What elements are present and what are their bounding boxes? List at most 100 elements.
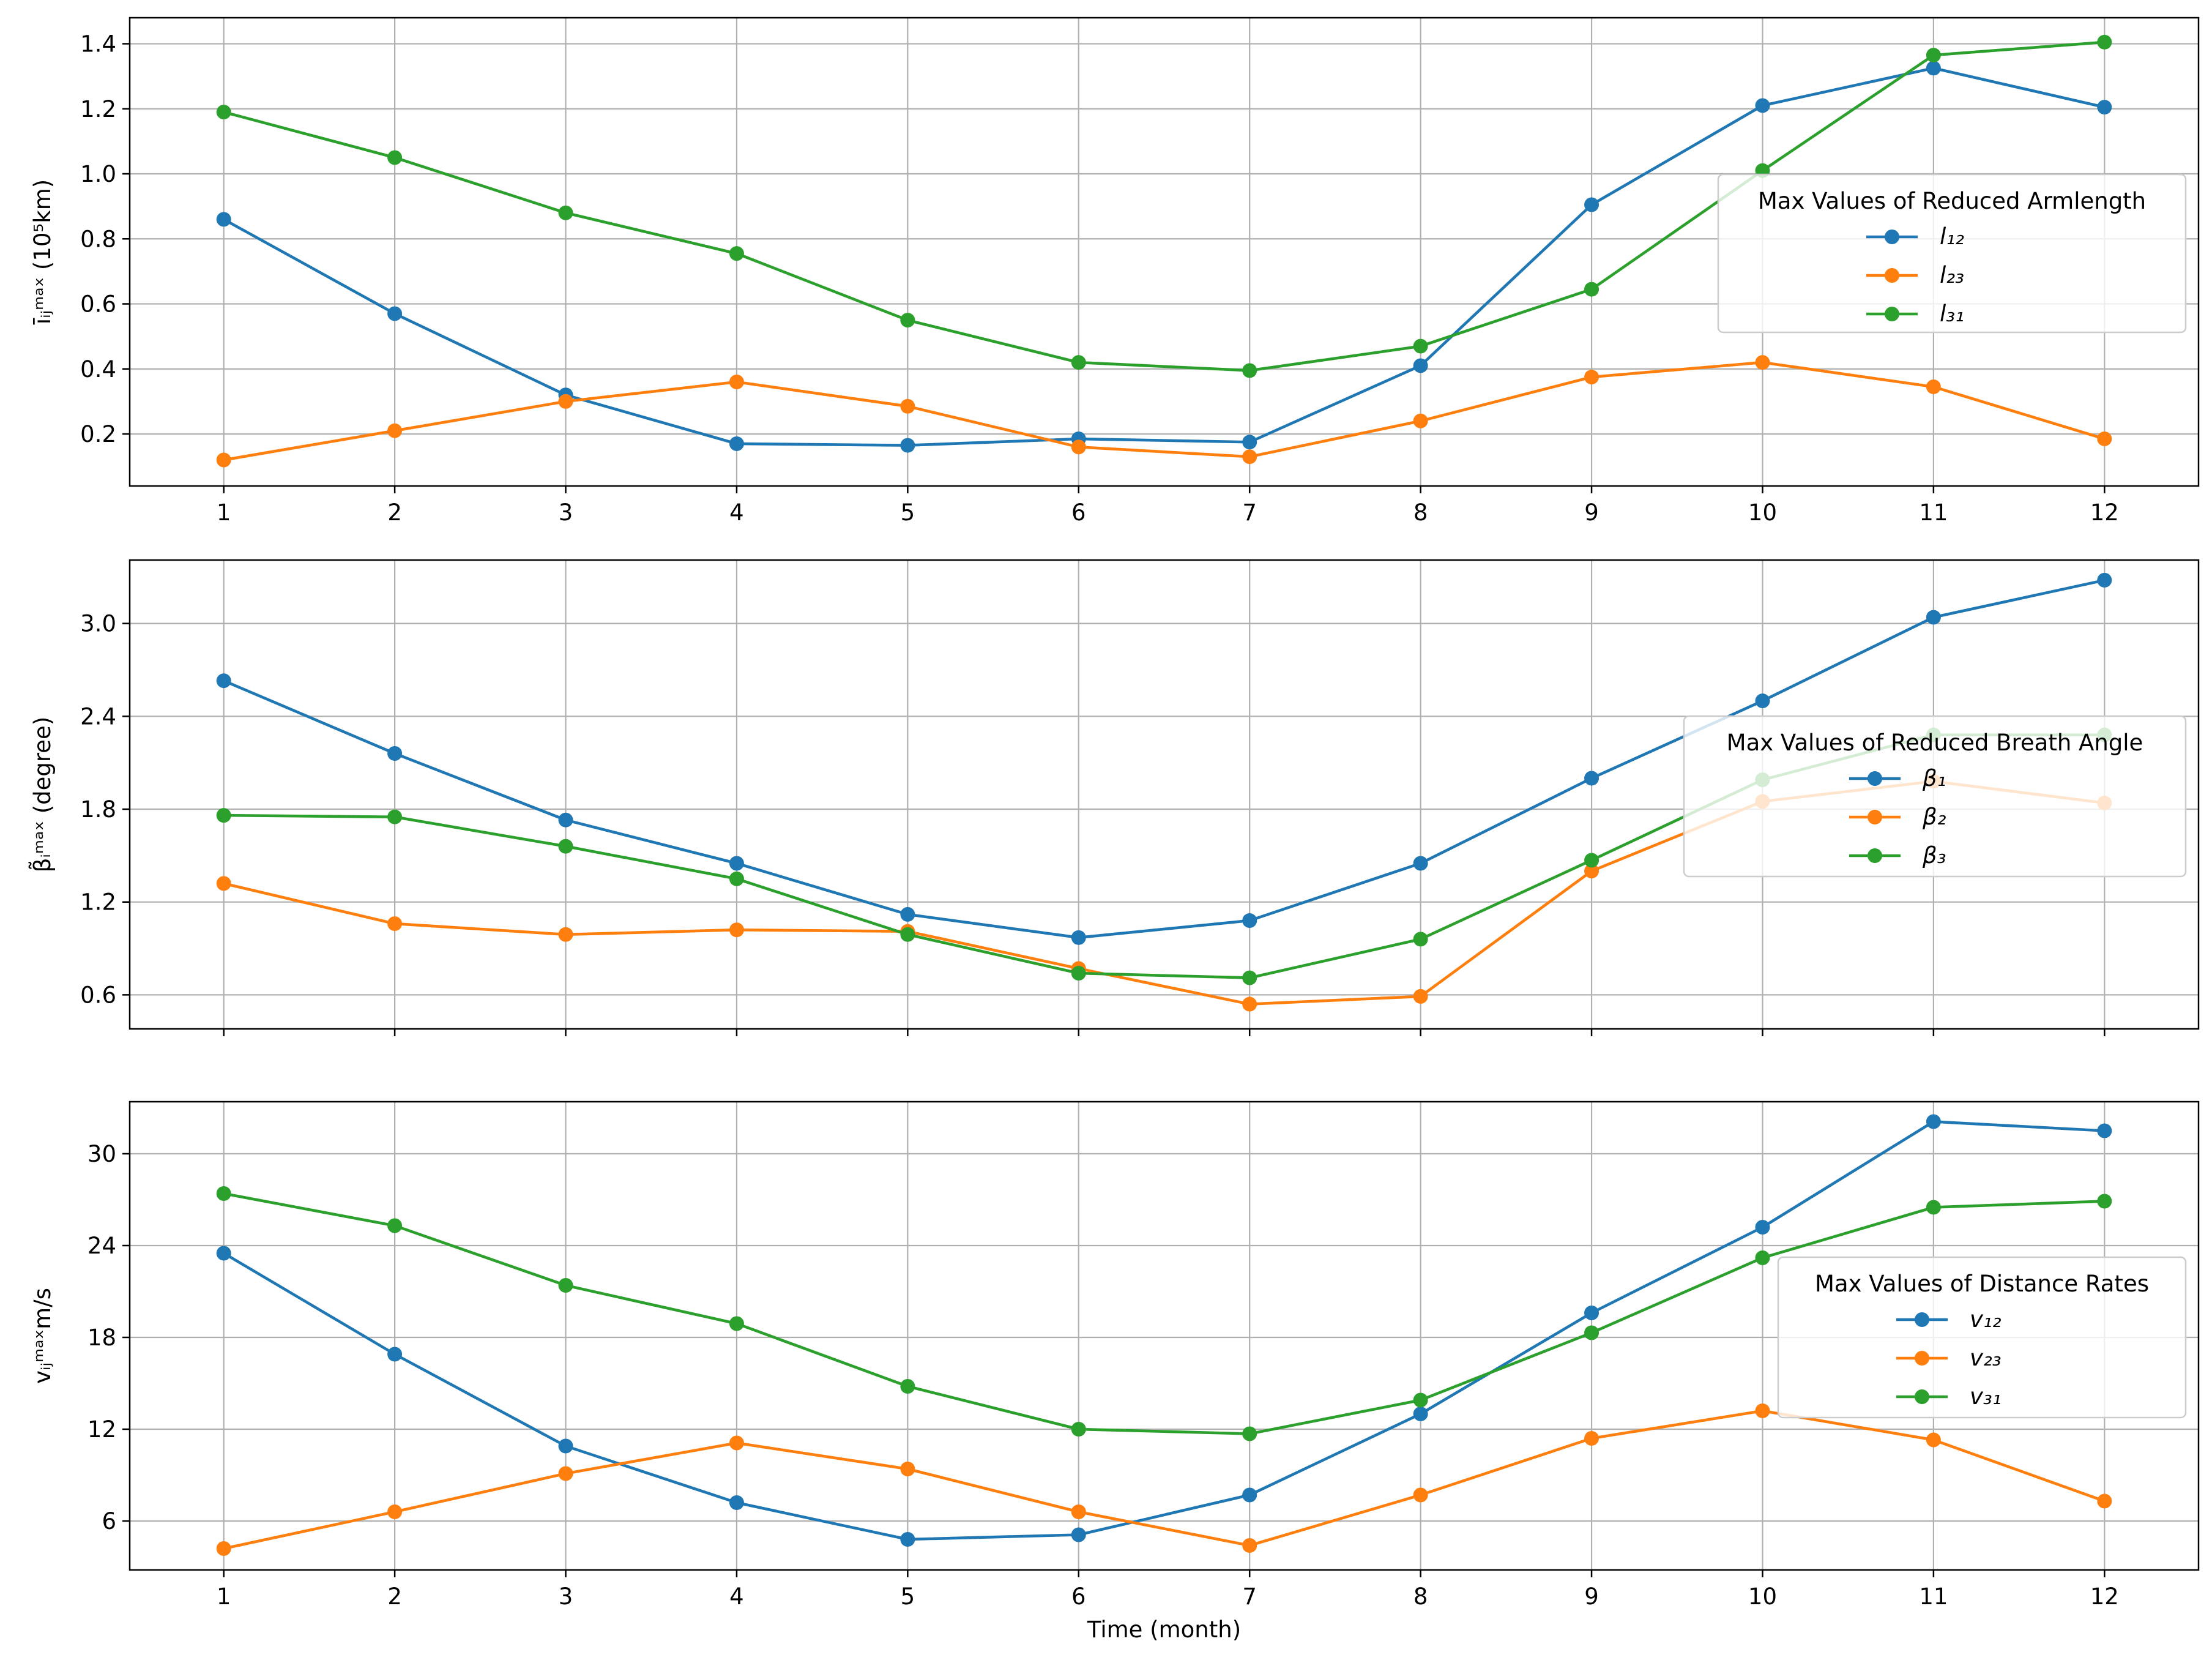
data-point — [2097, 100, 2112, 115]
data-point — [1926, 48, 1941, 63]
series-line — [223, 578, 2105, 940]
y-ticks-distance-rates: 6 12 18 24 30 — [88, 1141, 130, 1534]
y-tick-label: 0.6 — [80, 291, 116, 318]
legend-label: v₃₁ — [1970, 1383, 2002, 1410]
data-point — [1242, 1426, 1257, 1441]
panel-breath-angle: 0.6 1.2 1.8 2.4 3.0 β̃ᵢᵐᵃˣ (degree) Max Values… — [28, 559, 2200, 1036]
legend-box — [1683, 715, 2187, 878]
x-tick-label: 11 — [1919, 1583, 1948, 1610]
data-point — [1926, 61, 1941, 76]
legend-marker — [1915, 1351, 1929, 1366]
legend-entry: l₃₁ — [1866, 301, 1964, 327]
x-tick-label: 8 — [1413, 499, 1428, 526]
y-tick-label: 24 — [88, 1233, 116, 1259]
data-point — [1755, 355, 1770, 370]
series-armlength-2 — [216, 355, 2112, 468]
data-point — [1755, 98, 1770, 113]
legend-label: β₃ — [1922, 842, 1946, 869]
y-ticks-armlength: 0.2 0.4 0.6 0.8 1.0 1.2 1.4 — [80, 31, 130, 447]
y-axis-label-distance-rates: vᵢⱼᵐᵃˣm/s — [29, 1288, 56, 1384]
x-tick-label: 9 — [1584, 499, 1599, 526]
y-tick-label: 2.4 — [80, 703, 116, 730]
x-tick-label: 5 — [901, 499, 915, 526]
x-tick-label: 2 — [387, 499, 402, 526]
y-tick-label: 0.2 — [80, 421, 116, 447]
legend-entry: v₁₂ — [1896, 1306, 2002, 1332]
data-point — [1584, 197, 1599, 212]
data-point — [900, 398, 915, 414]
data-point — [1584, 370, 1599, 385]
data-point — [558, 394, 573, 409]
data-point — [216, 452, 231, 468]
legend-marker — [1915, 1389, 1929, 1404]
x-tick-label: 4 — [729, 499, 744, 526]
data-point — [2097, 34, 2112, 50]
data-point — [729, 856, 744, 871]
legend-entry: l₂₃ — [1866, 262, 1964, 288]
data-point — [1071, 1504, 1086, 1519]
data-point — [1584, 864, 1599, 879]
legend-marker — [1868, 848, 1882, 863]
series-group-distance-rates — [216, 1114, 2112, 1556]
legend-marker — [1868, 810, 1882, 824]
grid-breath-angle — [130, 560, 2199, 1029]
data-point — [558, 1438, 573, 1454]
legend-entry: β₃ — [1849, 842, 1946, 869]
data-point — [387, 1218, 403, 1233]
data-point — [1071, 965, 1086, 981]
data-point — [1242, 913, 1257, 929]
data-point — [1413, 338, 1428, 354]
data-point — [216, 876, 231, 891]
data-point — [1071, 1422, 1086, 1437]
legend-marker — [1885, 268, 1899, 283]
data-point — [1071, 439, 1086, 455]
data-point — [1242, 449, 1257, 465]
data-point — [729, 1435, 744, 1451]
x-ticks-armlength: 1 2 3 4 5 6 7 8 9 10 11 12 — [217, 486, 2119, 526]
data-point — [387, 1504, 403, 1519]
y-tick-label: 6 — [102, 1508, 116, 1534]
y-tick-label: 12 — [88, 1416, 116, 1443]
data-point — [216, 1186, 231, 1201]
data-point — [558, 1278, 573, 1293]
x-tick-label: 1 — [217, 1583, 231, 1610]
data-point — [558, 1466, 573, 1481]
legend-title: Max Values of Reduced Breath Angle — [1727, 730, 2143, 756]
data-point — [729, 1495, 744, 1510]
data-point — [729, 871, 744, 886]
data-point — [1413, 988, 1428, 1004]
x-tick-label: 6 — [1071, 499, 1086, 526]
data-point — [1926, 610, 1941, 625]
data-point — [387, 1347, 403, 1362]
data-point — [900, 313, 915, 328]
legend-label: β₁ — [1922, 765, 1946, 791]
y-axis-label-breath-angle: β̃ᵢᵐᵃˣ (degree) — [28, 717, 56, 872]
data-point — [558, 205, 573, 220]
data-point — [2097, 1194, 2112, 1209]
data-point — [900, 906, 915, 922]
y-tick-label: 0.4 — [80, 356, 116, 383]
data-point — [1242, 996, 1257, 1012]
data-point — [387, 423, 403, 438]
y-ticks-breath-angle: 0.6 1.2 1.8 2.4 3.0 — [80, 611, 130, 1008]
series-line — [223, 1192, 2105, 1435]
data-point — [1755, 1250, 1770, 1265]
x-tick-label: 2 — [387, 1583, 402, 1610]
data-point — [1413, 1407, 1428, 1421]
x-tick-label: 10 — [1748, 1583, 1777, 1610]
data-point — [1584, 1306, 1599, 1320]
data-point — [1584, 771, 1599, 786]
x-tick-label: 1 — [217, 499, 231, 526]
legend-entry: β₂ — [1849, 804, 1946, 830]
x-axis-label: Time (month) — [1087, 1616, 1241, 1643]
y-axis-label-armlength: īᵢⱼᵐᵃˣ (10⁵km) — [29, 179, 56, 325]
data-point — [729, 246, 744, 261]
x-tick-label: 9 — [1584, 1583, 1599, 1610]
data-point — [1242, 1487, 1257, 1503]
data-point — [900, 438, 915, 453]
x-tick-label: 4 — [729, 1583, 744, 1610]
data-point — [1413, 413, 1428, 428]
data-point — [729, 375, 744, 389]
series-armlength-1 — [216, 61, 2112, 453]
